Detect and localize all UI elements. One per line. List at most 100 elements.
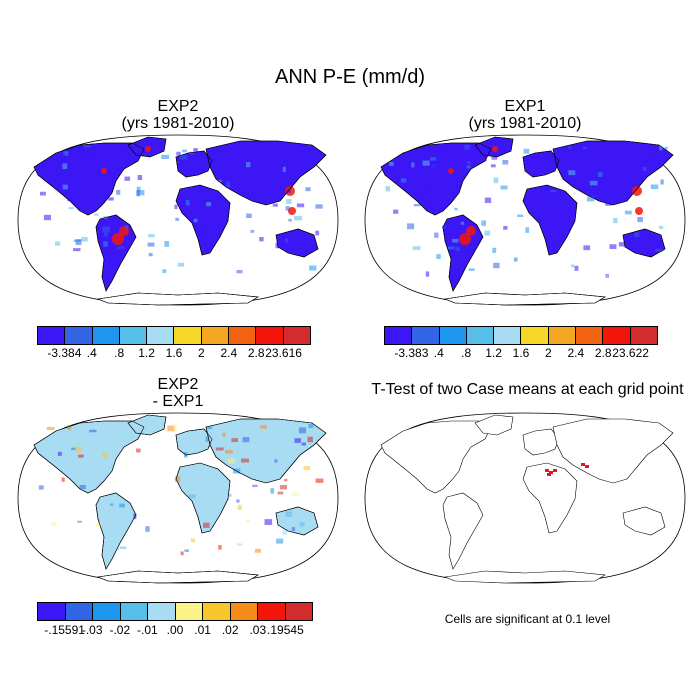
field-cell — [145, 146, 151, 152]
field-cell — [184, 549, 189, 552]
field-cell — [101, 168, 107, 174]
field-cell — [454, 207, 458, 211]
colorbar-swatch — [93, 603, 121, 620]
colorbar-swatch — [630, 327, 657, 344]
field-cell — [490, 164, 496, 168]
field-cell — [174, 204, 178, 210]
field-cell — [568, 146, 572, 149]
colorbar-tick-label: 2 — [545, 346, 552, 360]
coastline-europe — [175, 428, 213, 456]
field-cell — [285, 511, 293, 518]
field-cell — [481, 220, 487, 226]
colorbar-swatch — [65, 603, 93, 620]
coastline-south-america — [95, 492, 137, 570]
field-cell — [466, 226, 476, 236]
panel-exp2-title: EXP2 (yrs 1981-2010) — [58, 98, 298, 132]
field-cell — [136, 448, 141, 453]
field-cell — [84, 145, 91, 148]
field-cell — [176, 151, 181, 156]
colorbar-tick-label: .19545 — [267, 623, 304, 637]
coastline-north-america — [380, 142, 492, 216]
field-cell — [659, 145, 663, 151]
field-cell — [95, 522, 102, 527]
field-cell — [284, 478, 288, 482]
panel-exp1-title-line2: (yrs 1981-2010) — [468, 115, 582, 132]
field-cell — [516, 214, 524, 218]
field-cell — [79, 484, 86, 490]
colorbar-swatch — [548, 327, 577, 344]
field-cell — [492, 146, 498, 152]
colorbar-swatch — [201, 327, 230, 344]
coastline-greenland — [127, 414, 167, 436]
continent-africa — [522, 462, 578, 534]
field-cell — [282, 530, 288, 536]
coastline-greenland — [474, 136, 514, 158]
field-cell — [298, 427, 307, 434]
colorbar-swatch — [256, 327, 284, 344]
coastline-asia — [205, 418, 327, 484]
field-cell — [436, 254, 441, 259]
coastline-antarctica — [96, 292, 259, 306]
field-cell — [299, 522, 305, 527]
colorbar-swatch — [148, 603, 176, 620]
panel-exp2-title-line2: (yrs 1981-2010) — [121, 115, 235, 132]
panel-diff-title-line2: - EXP1 — [152, 393, 204, 410]
field-cell — [296, 203, 305, 208]
field-cell — [406, 223, 415, 230]
field-cell — [241, 458, 249, 463]
coastline-australia — [275, 228, 319, 258]
field-cell — [448, 168, 454, 174]
panel-exp1-title-line1: EXP1 — [504, 98, 546, 115]
field-cell — [164, 241, 170, 247]
field-cell — [264, 519, 273, 525]
field-cell — [605, 200, 612, 206]
field-cell — [642, 166, 647, 171]
field-cell — [226, 181, 230, 188]
colorbar-tick-label: .00 — [166, 623, 184, 637]
field-cell — [276, 538, 284, 544]
coastline-africa — [175, 462, 231, 534]
continent-greenland — [474, 414, 514, 436]
field-cell — [67, 197, 72, 202]
colorbar-tick-label: -3.384 — [47, 346, 82, 360]
field-cell — [605, 273, 610, 278]
field-cell — [635, 207, 643, 215]
colorbar-swatch — [258, 603, 286, 620]
field-cell — [484, 230, 491, 236]
field-cell — [492, 247, 497, 253]
colorbar-tick-label: 1.6 — [512, 346, 530, 360]
map-ttest — [364, 412, 686, 584]
significant-cell — [549, 471, 553, 474]
field-cell — [185, 199, 190, 206]
coastline-antarctica — [96, 570, 259, 584]
field-cell — [145, 526, 150, 532]
field-cell — [292, 492, 300, 496]
field-cell — [586, 196, 595, 202]
field-cell — [270, 488, 275, 494]
significant-cell — [585, 465, 589, 468]
field-cell — [634, 232, 640, 238]
colorbar-swatch — [283, 327, 310, 344]
field-cell — [78, 454, 84, 458]
continent-europe — [522, 428, 560, 456]
field-cell — [180, 551, 184, 556]
field-cell — [67, 425, 72, 431]
field-cell — [467, 161, 471, 164]
coastline-asia — [205, 140, 327, 206]
field-cell — [459, 233, 471, 245]
field-cell — [227, 493, 232, 497]
field-cell — [460, 221, 464, 225]
field-cell — [455, 246, 460, 252]
field-cell — [491, 156, 498, 160]
coastline-south-america — [442, 214, 484, 292]
field-cell — [250, 229, 255, 233]
colorbar-tick-label: .02 — [221, 623, 239, 637]
colorbar-swatch — [576, 327, 604, 344]
field-cell — [54, 241, 61, 246]
field-cell — [548, 245, 557, 251]
field-cell — [87, 151, 96, 158]
field-cell — [136, 190, 145, 196]
field-cell — [493, 177, 499, 184]
coastline-australia — [622, 228, 666, 258]
map-exp2 — [17, 134, 339, 306]
